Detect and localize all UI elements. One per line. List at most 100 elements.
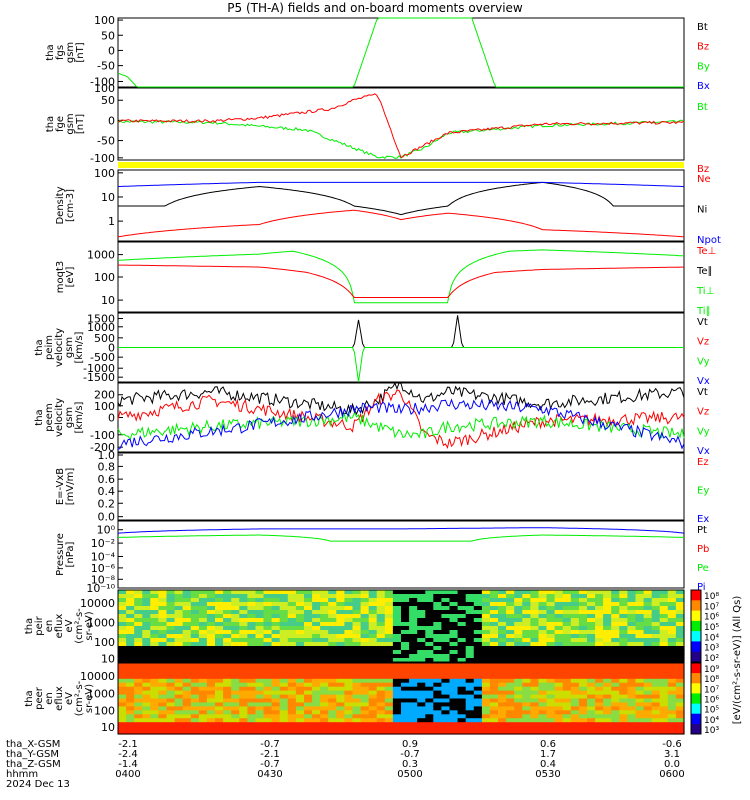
series-line [117, 382, 685, 416]
spectro-cell [320, 694, 329, 700]
spectro-cell [659, 670, 669, 676]
spectro-cell [449, 706, 459, 711]
spectro-cell [118, 650, 127, 655]
spectro-cell [368, 598, 378, 603]
spectro-cell [376, 730, 386, 735]
spectro-cell [554, 678, 564, 684]
spectro-cell [255, 602, 265, 607]
y-axis-label: sr-eV) [84, 684, 95, 713]
spectro-cell [344, 666, 354, 672]
spectro-cell [126, 714, 135, 719]
spectro-cell [279, 614, 289, 619]
spectro-cell [134, 642, 143, 647]
spectro-cell [675, 654, 685, 659]
spectro-cell [336, 634, 345, 639]
spectro-cell [263, 646, 273, 651]
spectro-cell [538, 602, 548, 607]
spectro-cell [368, 710, 378, 715]
spectro-cell [392, 618, 402, 623]
spectro-cell [522, 710, 531, 715]
spectro-cell [279, 654, 289, 659]
spectro-cell [417, 706, 426, 711]
spectro-cell [522, 690, 531, 696]
spectro-cell [659, 666, 669, 672]
y-axis-label: [eV] [65, 267, 76, 288]
spectro-cell [312, 602, 321, 607]
spectro-cell [263, 714, 273, 719]
spectro-cell [651, 610, 661, 615]
spectro-cell [166, 726, 176, 731]
spectro-cell [182, 714, 192, 719]
spectro-cell [384, 730, 394, 735]
spectro-cell [142, 590, 151, 595]
colorbar-segment [691, 723, 701, 735]
spectro-cell [619, 658, 628, 663]
spectro-cell [287, 690, 297, 696]
spectro-cell [425, 694, 434, 700]
spectro-cell [344, 678, 354, 684]
spectro-cell [635, 730, 645, 735]
spectro-cell [562, 690, 572, 696]
spectro-cell [417, 678, 426, 684]
spectro-cell [570, 674, 580, 680]
spectro-cell [336, 714, 345, 719]
spectro-cell [643, 626, 653, 631]
spectro-cell [304, 614, 313, 619]
spectro-cell [522, 590, 531, 595]
spectro-cell [635, 670, 645, 676]
spectro-cell [255, 650, 265, 655]
spectro-cell [595, 702, 604, 707]
spectro-cell [643, 618, 653, 623]
y-tick-label: -200 [90, 441, 115, 454]
spectro-cell [522, 694, 531, 700]
spectro-cell [118, 722, 127, 727]
spectro-cell [182, 702, 192, 707]
spectro-cell [457, 610, 467, 615]
flag-bar [118, 162, 684, 168]
spectro-cell [328, 606, 337, 611]
spectro-cell [255, 663, 265, 668]
spectro-cell [603, 722, 612, 727]
spectro-cell [554, 706, 564, 711]
spectro-cell [417, 630, 426, 635]
spectro-cell [595, 598, 604, 603]
spectro-cell [554, 642, 564, 647]
spectro-cell [441, 694, 451, 700]
spectro-cell [384, 690, 394, 696]
spectro-cell [287, 674, 297, 680]
spectro-cell [554, 590, 564, 595]
spectro-cell [538, 718, 548, 723]
spectro-cell [134, 706, 143, 711]
spectro-cell [465, 630, 475, 635]
spectro-cell [166, 618, 176, 623]
spectro-cell [392, 626, 402, 631]
spectro-cell [667, 622, 677, 627]
spectro-cell [562, 710, 572, 715]
spectro-cell [546, 663, 556, 668]
spectro-cell [498, 690, 507, 696]
spectro-cell [247, 658, 257, 663]
spectro-cell [263, 730, 273, 735]
spectro-cell [409, 630, 418, 635]
spectro-cell [498, 674, 507, 680]
spectro-cell [417, 638, 426, 643]
spectro-cell [530, 702, 540, 707]
spectro-cell [134, 694, 143, 700]
spectro-cell [433, 654, 442, 659]
series-group-0 [117, 17, 684, 88]
spectro-cell [263, 622, 273, 627]
spectro-cell [174, 726, 184, 731]
spectro-cell [360, 730, 370, 735]
spectro-cell [150, 702, 159, 707]
spectro-cell [409, 606, 418, 611]
y-axis-label: [cm-3] [65, 189, 76, 222]
spectro-cell [506, 630, 515, 635]
colorbar-segment [691, 631, 701, 642]
spectro-cell [522, 663, 531, 668]
spectro-cell [643, 722, 653, 727]
spectro-cell [239, 726, 248, 731]
spectro-cell [409, 674, 418, 680]
spectro-cell [328, 622, 337, 627]
spectro-cell [659, 663, 669, 668]
spectro-cell [158, 690, 168, 696]
